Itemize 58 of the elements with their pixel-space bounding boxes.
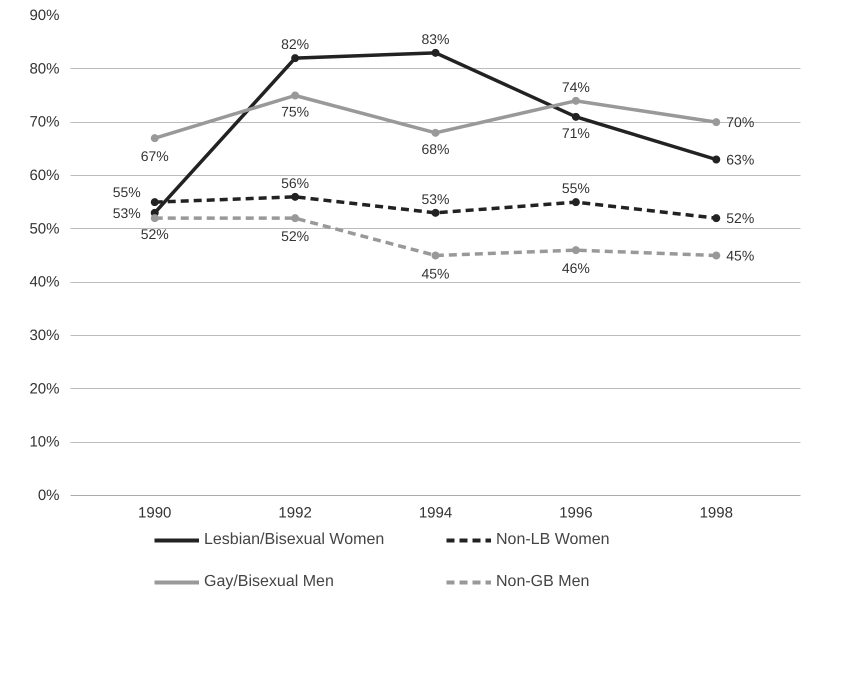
x-tick-label: 1998 xyxy=(700,504,733,522)
point xyxy=(572,198,580,206)
point xyxy=(291,214,300,222)
point xyxy=(712,252,720,260)
point xyxy=(572,96,580,105)
data-label: 71% xyxy=(562,124,590,141)
x-tick-label: 1996 xyxy=(559,504,593,522)
x-tick-label: 1990 xyxy=(138,504,172,522)
data-label: 82% xyxy=(281,36,310,52)
y-tick-label: 10% xyxy=(29,434,60,451)
point xyxy=(432,252,440,260)
y-tick-label: 20% xyxy=(29,380,60,398)
point xyxy=(432,208,440,217)
data-label: 52% xyxy=(281,228,310,244)
point xyxy=(291,192,300,201)
point xyxy=(291,54,300,62)
point xyxy=(572,112,580,121)
point xyxy=(150,214,159,222)
data-label: 67% xyxy=(140,148,169,164)
y-tick-label: 40% xyxy=(29,274,60,291)
y-tick-label: 70% xyxy=(29,114,60,131)
data-label: 75% xyxy=(281,104,310,120)
legend-label: Non-GB Men xyxy=(496,573,590,591)
data-label: 45% xyxy=(726,248,754,264)
y-tick-label: 80% xyxy=(29,60,60,78)
y-tick-label: 90% xyxy=(29,7,60,24)
y-tick-label: 30% xyxy=(29,327,60,344)
data-label: 52% xyxy=(140,226,169,242)
legend-label: Lesbian/Bisexual Women xyxy=(204,531,386,549)
data-label: 68% xyxy=(421,140,450,157)
y-tick-label: 0% xyxy=(38,487,60,504)
y-tick-label: 60% xyxy=(29,167,60,184)
data-label: 83% xyxy=(421,30,450,47)
x-tick-label: 1994 xyxy=(418,504,452,522)
point xyxy=(432,128,440,137)
data-label: 53% xyxy=(421,190,450,207)
point xyxy=(432,48,440,57)
point xyxy=(572,246,580,254)
data-label: 63% xyxy=(726,152,754,168)
point xyxy=(291,92,300,100)
point xyxy=(150,134,159,142)
y-tick-label: 50% xyxy=(29,220,60,238)
data-label: 55% xyxy=(562,180,590,196)
point xyxy=(712,214,720,222)
legend-label: Gay/Bisexual Men xyxy=(204,573,335,591)
data-label: 52% xyxy=(726,210,754,226)
data-label: 70% xyxy=(726,114,754,130)
legend-label: Non-LB Women xyxy=(496,531,611,549)
data-label: 53% xyxy=(112,204,141,221)
data-label: 45% xyxy=(421,266,450,282)
data-label: 74% xyxy=(562,78,590,95)
point xyxy=(150,198,159,206)
x-tick-label: 1992 xyxy=(278,504,312,522)
data-label: 46% xyxy=(562,260,590,276)
point xyxy=(712,156,720,164)
point xyxy=(712,118,720,126)
data-label: 55% xyxy=(112,184,141,200)
data-label: 56% xyxy=(281,174,310,191)
